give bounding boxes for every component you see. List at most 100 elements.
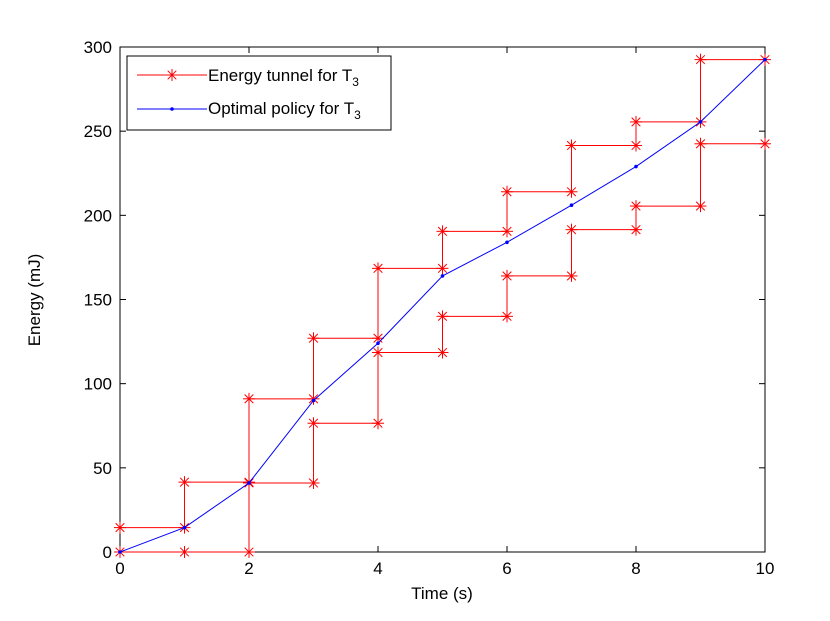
legend-label-tunnel-sub: 3 bbox=[352, 75, 359, 89]
star-marker-stroke bbox=[631, 140, 641, 151]
x-tick-label: 8 bbox=[631, 559, 640, 578]
data-point-star bbox=[372, 262, 384, 275]
star-marker-stroke bbox=[244, 547, 254, 557]
star-marker-stroke bbox=[760, 139, 770, 149]
legend-marker-tunnel bbox=[166, 69, 178, 81]
star-marker-stroke bbox=[373, 347, 383, 358]
data-point-star bbox=[630, 223, 642, 236]
data-point-star bbox=[243, 546, 255, 558]
data-point-star bbox=[565, 223, 578, 236]
data-point-star bbox=[114, 521, 126, 534]
y-tick-label: 300 bbox=[84, 38, 112, 57]
data-point-star bbox=[694, 200, 707, 213]
x-tick-label: 2 bbox=[244, 559, 253, 578]
data-point-dot bbox=[505, 240, 509, 245]
data-point-star bbox=[565, 269, 578, 282]
star-marker-stroke bbox=[566, 271, 577, 281]
data-point-star bbox=[501, 269, 513, 282]
data-point-dot bbox=[376, 341, 380, 346]
legend-label-tunnel: Energy tunnel for T3 bbox=[208, 66, 359, 89]
star-marker-stroke bbox=[437, 263, 448, 274]
star-marker-stroke bbox=[115, 522, 125, 533]
data-point-star bbox=[501, 310, 513, 323]
star-marker-stroke bbox=[631, 201, 641, 211]
star-marker-stroke bbox=[695, 201, 706, 211]
data-point-dot bbox=[118, 550, 122, 554]
data-point-star bbox=[694, 53, 707, 66]
legend-label-optimal-main: Optimal policy for T bbox=[208, 99, 354, 118]
data-point-dot bbox=[569, 203, 574, 208]
star-marker-stroke bbox=[631, 117, 641, 127]
data-point-star bbox=[178, 476, 191, 489]
star-marker-stroke bbox=[244, 394, 254, 404]
star-marker-stroke bbox=[373, 333, 383, 343]
data-point-star bbox=[243, 392, 255, 405]
star-marker-stroke bbox=[308, 478, 319, 488]
star-marker-stroke bbox=[437, 226, 448, 236]
star-marker-stroke bbox=[373, 418, 383, 428]
data-point-star bbox=[436, 262, 449, 275]
star-marker-stroke bbox=[566, 224, 577, 235]
legend-marker-optimal bbox=[170, 107, 174, 111]
star-marker-stroke bbox=[179, 477, 190, 487]
data-point-star bbox=[501, 185, 513, 198]
star-marker-stroke bbox=[373, 263, 383, 274]
star-marker-stroke bbox=[308, 333, 319, 343]
data-point-star bbox=[436, 225, 449, 238]
legend-box bbox=[126, 55, 392, 131]
data-point-star bbox=[565, 185, 578, 198]
star-marker-stroke bbox=[502, 187, 512, 197]
data-point-star bbox=[501, 225, 513, 238]
data-point-dot bbox=[182, 525, 187, 530]
data-point-star bbox=[759, 137, 771, 150]
x-axis-label: Time (s) bbox=[411, 584, 473, 603]
legend-star-marker bbox=[166, 69, 178, 81]
legend-label-optimal: Optimal policy for T3 bbox=[208, 99, 361, 122]
data-point-star bbox=[372, 346, 384, 359]
data-point-star bbox=[630, 115, 642, 128]
star-marker-stroke bbox=[167, 70, 177, 80]
legend-label-optimal-sub: 3 bbox=[354, 108, 361, 122]
y-axis-label: Energy (mJ) bbox=[25, 254, 44, 347]
legend: Energy tunnel for T3 Optimal policy for … bbox=[126, 55, 392, 131]
star-marker-stroke bbox=[566, 140, 577, 151]
x-tick-label: 4 bbox=[373, 559, 382, 578]
y-tick-label: 200 bbox=[84, 206, 112, 225]
y-tick-label: 0 bbox=[103, 543, 112, 562]
data-point-star bbox=[630, 139, 642, 152]
star-marker-stroke bbox=[695, 54, 706, 65]
data-point-dot bbox=[763, 57, 767, 62]
star-marker-stroke bbox=[631, 224, 641, 235]
star-marker-stroke bbox=[437, 347, 448, 358]
data-point-star bbox=[630, 200, 642, 213]
data-point-star bbox=[565, 139, 578, 152]
data-point-dot bbox=[311, 398, 316, 403]
y-tick-label: 250 bbox=[84, 122, 112, 141]
legend-label-tunnel-main: Energy tunnel for T bbox=[208, 66, 352, 85]
star-marker-stroke bbox=[695, 139, 706, 149]
data-point-dot bbox=[698, 120, 703, 124]
series-group bbox=[114, 53, 771, 558]
star-marker-stroke bbox=[437, 311, 448, 322]
data-point-dot bbox=[440, 274, 445, 278]
y-tick-label: 100 bbox=[84, 375, 112, 394]
star-marker-stroke bbox=[308, 418, 319, 428]
plot-area-frame bbox=[119, 46, 766, 553]
data-point-star bbox=[372, 417, 384, 430]
x-tick-label: 10 bbox=[756, 559, 775, 578]
y-tick-label: 50 bbox=[93, 459, 112, 478]
star-marker-stroke bbox=[502, 271, 512, 281]
x-tick-label: 6 bbox=[502, 559, 511, 578]
y-tick-label: 150 bbox=[84, 291, 112, 310]
star-marker-stroke bbox=[502, 226, 512, 236]
data-point-dot bbox=[247, 481, 251, 485]
data-point-star bbox=[307, 417, 320, 430]
star-marker-stroke bbox=[179, 547, 190, 557]
data-point-star bbox=[307, 476, 320, 489]
star-marker-stroke bbox=[502, 311, 512, 322]
data-point-star bbox=[307, 332, 320, 345]
data-point-star bbox=[436, 310, 449, 323]
